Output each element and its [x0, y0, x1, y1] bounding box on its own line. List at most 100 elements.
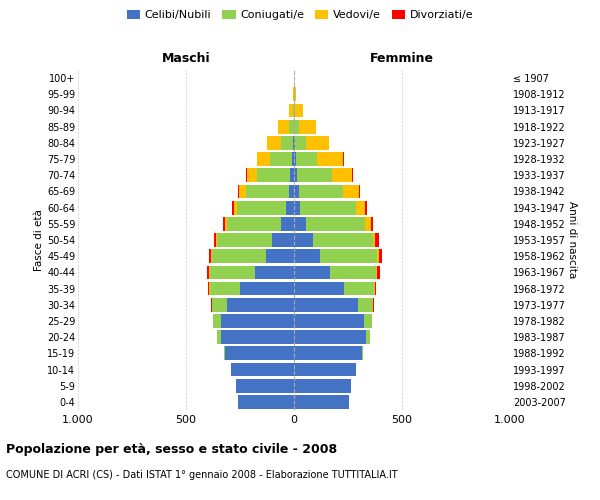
Bar [306, 217, 365, 230]
Bar [293, 136, 294, 149]
Bar [289, 120, 293, 134]
Bar [371, 217, 373, 230]
Bar [238, 395, 294, 409]
Bar [272, 233, 294, 247]
Bar [293, 88, 294, 101]
Bar [247, 168, 257, 182]
Bar [294, 282, 344, 296]
Bar [294, 104, 295, 118]
Bar [217, 330, 221, 344]
Bar [343, 184, 359, 198]
Bar [210, 282, 240, 296]
Bar [289, 184, 294, 198]
Bar [296, 152, 317, 166]
Bar [213, 314, 221, 328]
Bar [294, 314, 364, 328]
Bar [232, 200, 233, 214]
Bar [267, 136, 281, 149]
Bar [257, 168, 290, 182]
Bar [212, 250, 266, 263]
Bar [255, 266, 294, 280]
Bar [359, 184, 360, 198]
Y-axis label: Anni di nascita: Anni di nascita [567, 202, 577, 278]
Bar [294, 346, 362, 360]
Bar [362, 346, 363, 360]
Bar [294, 184, 299, 198]
Bar [290, 168, 294, 182]
Bar [373, 233, 376, 247]
Bar [238, 184, 239, 198]
Bar [281, 217, 294, 230]
Bar [377, 266, 380, 280]
Bar [317, 152, 343, 166]
Bar [208, 282, 209, 296]
Bar [225, 346, 294, 360]
Bar [289, 104, 293, 118]
Bar [295, 104, 302, 118]
Bar [367, 330, 370, 344]
Bar [294, 379, 351, 392]
Bar [297, 168, 332, 182]
Bar [208, 266, 209, 280]
Bar [266, 250, 294, 263]
Bar [227, 298, 294, 312]
Bar [294, 136, 295, 149]
Bar [294, 88, 296, 101]
Bar [295, 120, 299, 134]
Bar [365, 217, 371, 230]
Bar [270, 152, 292, 166]
Bar [329, 266, 376, 280]
Bar [305, 136, 329, 149]
Bar [294, 250, 320, 263]
Bar [294, 200, 301, 214]
Bar [240, 282, 294, 296]
Bar [225, 217, 227, 230]
Bar [294, 362, 356, 376]
Bar [286, 200, 294, 214]
Bar [257, 152, 270, 166]
Bar [211, 250, 212, 263]
Bar [209, 266, 210, 280]
Bar [299, 120, 316, 134]
Bar [209, 250, 211, 263]
Bar [376, 233, 379, 247]
Bar [216, 233, 217, 247]
Bar [377, 250, 379, 263]
Bar [313, 233, 373, 247]
Bar [295, 136, 305, 149]
Bar [217, 233, 272, 247]
Bar [364, 314, 372, 328]
Bar [374, 282, 376, 296]
Bar [281, 136, 293, 149]
Bar [356, 200, 365, 214]
Bar [239, 184, 247, 198]
Text: Maschi: Maschi [161, 52, 211, 65]
Bar [232, 362, 294, 376]
Bar [236, 379, 294, 392]
Bar [294, 298, 358, 312]
Bar [365, 200, 367, 214]
Bar [294, 217, 306, 230]
Bar [373, 298, 374, 312]
Bar [211, 298, 212, 312]
Bar [294, 152, 296, 166]
Bar [221, 330, 294, 344]
Bar [294, 330, 367, 344]
Bar [294, 233, 313, 247]
Bar [352, 168, 353, 182]
Bar [320, 250, 377, 263]
Bar [212, 298, 227, 312]
Bar [247, 184, 289, 198]
Bar [224, 346, 225, 360]
Bar [379, 250, 382, 263]
Bar [332, 168, 352, 182]
Bar [344, 282, 374, 296]
Bar [221, 314, 294, 328]
Bar [214, 233, 216, 247]
Bar [301, 200, 356, 214]
Legend: Celibi/Nubili, Coniugati/e, Vedovi/e, Divorziati/e: Celibi/Nubili, Coniugati/e, Vedovi/e, Di… [122, 6, 478, 25]
Bar [376, 266, 377, 280]
Text: Femmine: Femmine [370, 52, 434, 65]
Bar [233, 200, 237, 214]
Bar [294, 168, 297, 182]
